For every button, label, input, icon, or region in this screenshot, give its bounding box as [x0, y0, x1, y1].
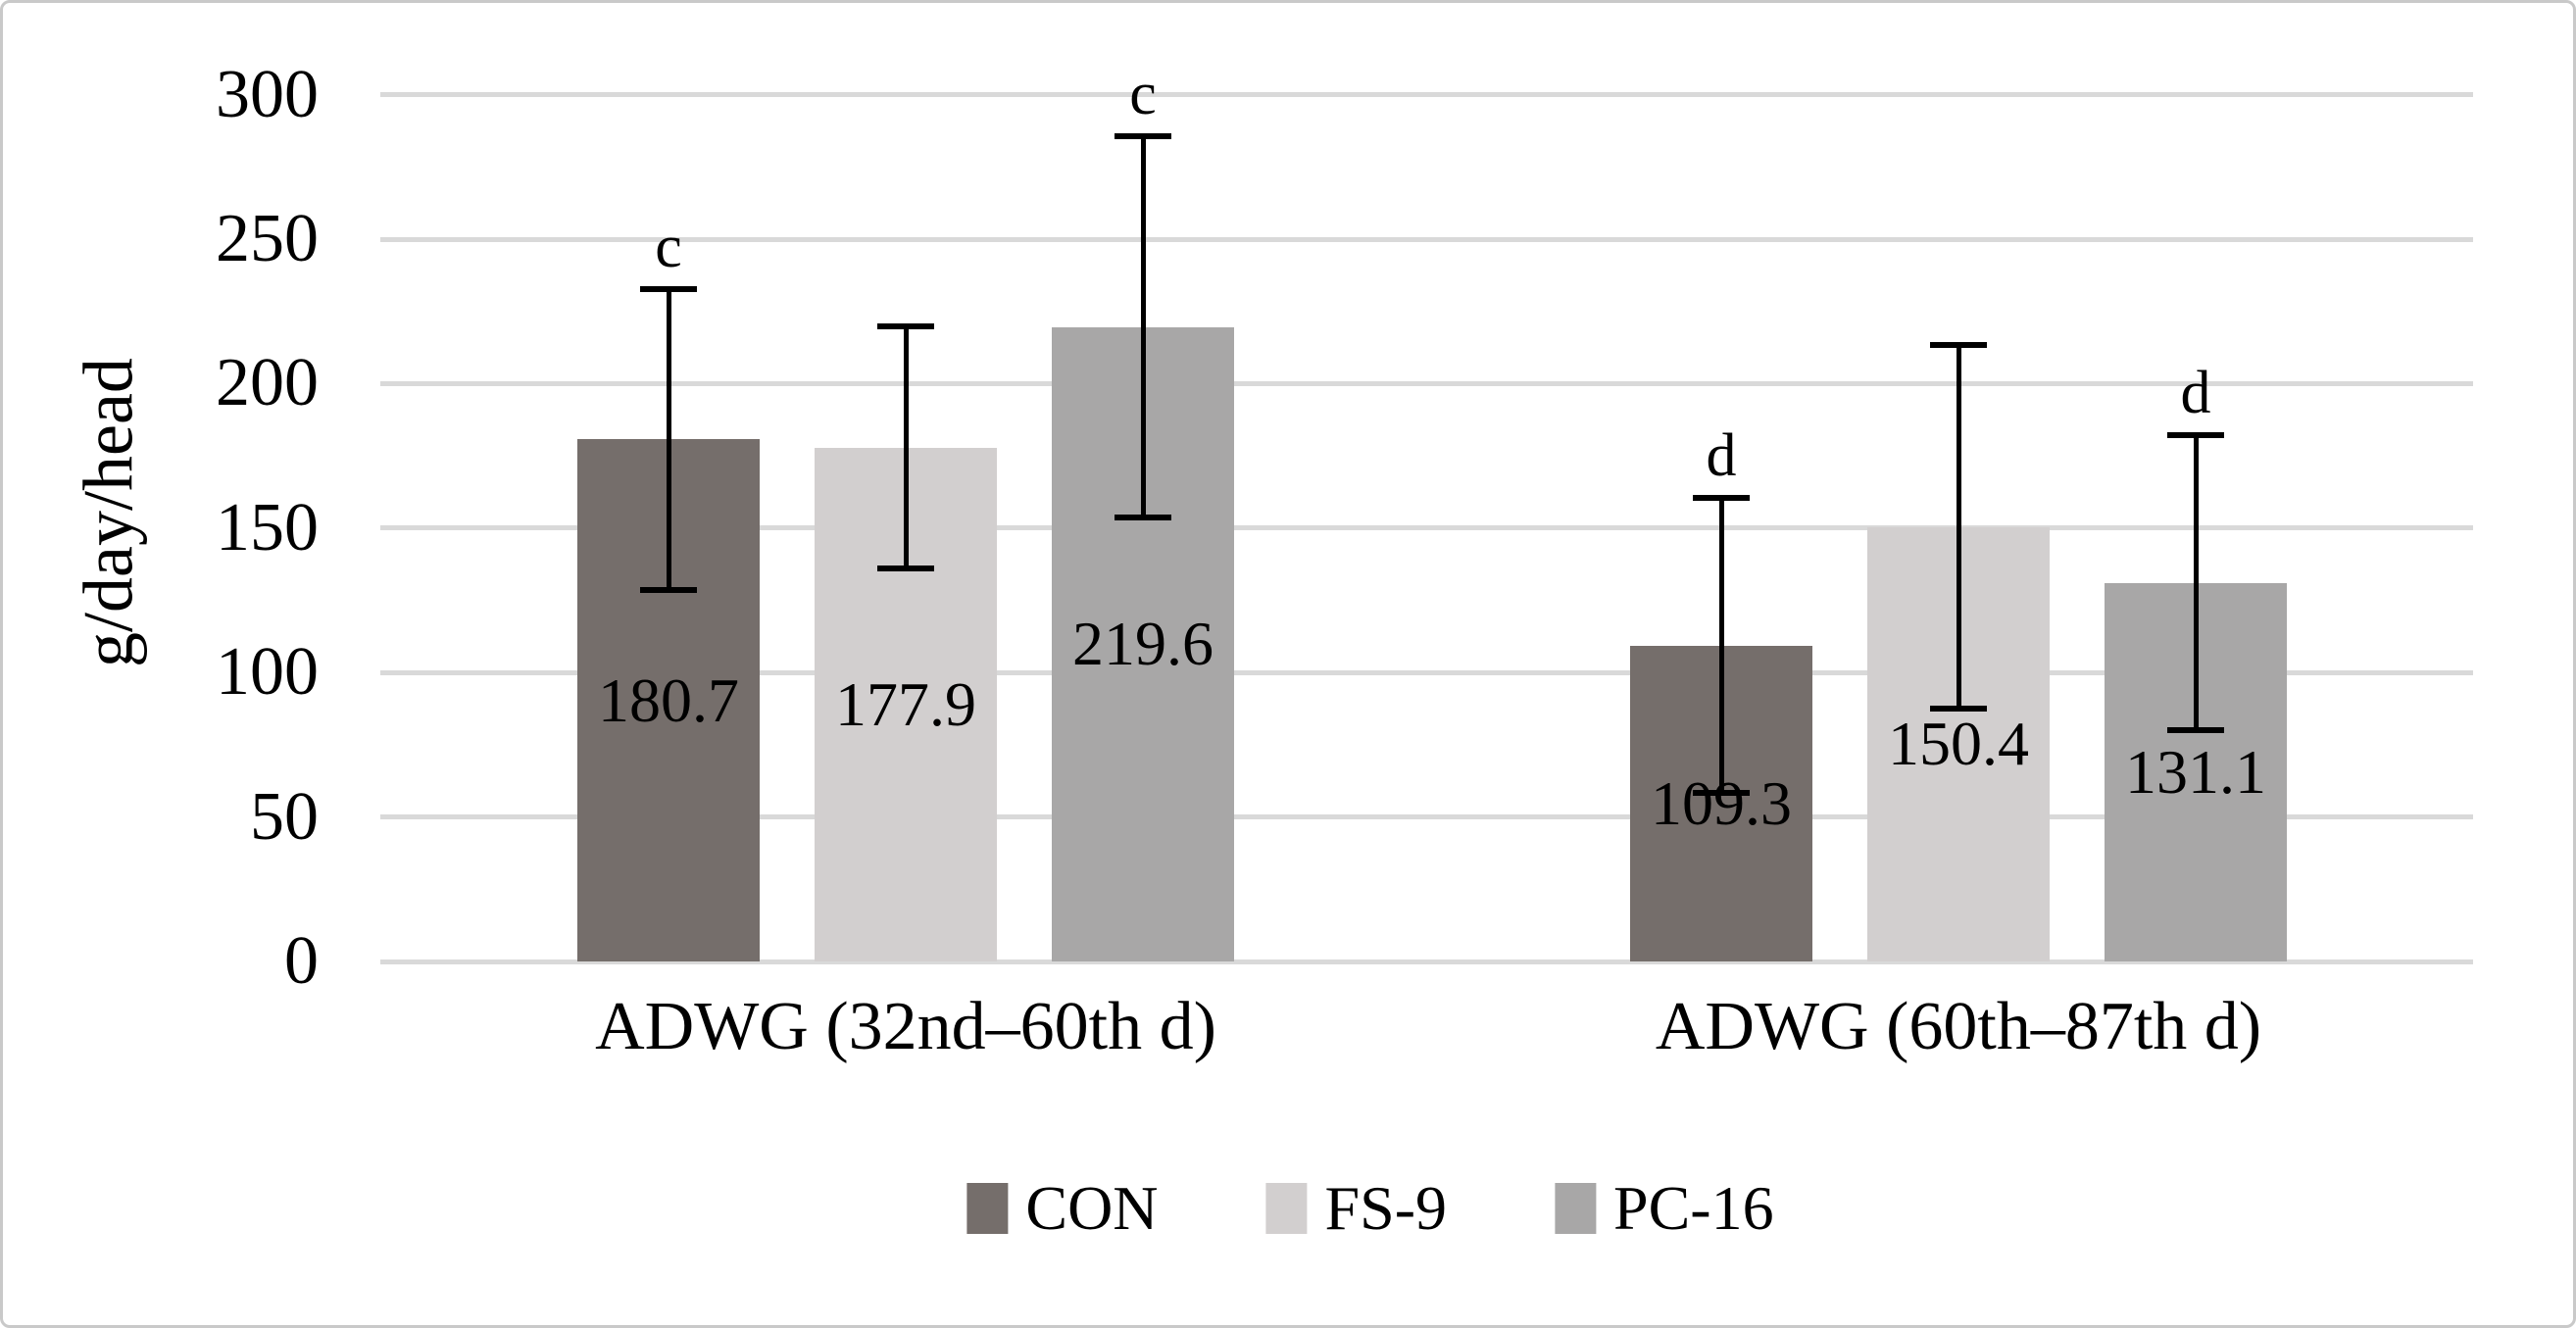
- value-label-PC-16-2: 131.1: [2125, 736, 2266, 807]
- error-cap-bottom-CON-1: [640, 586, 697, 593]
- x-category-label-1: ADWG (32nd–60th d): [595, 989, 1216, 1064]
- error-cap-top-FS-9-2: [1930, 341, 1987, 348]
- legend-item-FS-9: FS-9: [1265, 1173, 1448, 1243]
- x-category-label-2: ADWG (60th–87th d): [1655, 989, 2262, 1064]
- legend-swatch-PC-16: [1555, 1183, 1597, 1234]
- legend-item-PC-16: PC-16: [1555, 1175, 1774, 1242]
- error-cap-bottom-PC-16-2: [2167, 726, 2224, 733]
- gridline-0: [380, 959, 2473, 964]
- gridline-100: [380, 669, 2473, 675]
- value-label-CON-2: 109.3: [1651, 767, 1792, 838]
- significance-letter-CON-1: c: [655, 214, 682, 280]
- error-bar-FS-9-1: [903, 325, 909, 569]
- y-tick-label-0: 0: [284, 923, 319, 999]
- error-cap-bottom-FS-9-2: [1930, 706, 1987, 713]
- legend-label-PC-16: PC-16: [1613, 1173, 1774, 1243]
- gridline-250: [380, 236, 2473, 242]
- y-tick-label-200: 200: [216, 345, 319, 421]
- error-bar-CON-2: [1718, 498, 1724, 794]
- y-tick-label-150: 150: [216, 489, 319, 566]
- y-tick-label-50: 50: [250, 778, 319, 855]
- legend-item-CON: CON: [966, 1173, 1159, 1243]
- significance-letter-PC-16-1: c: [1129, 61, 1157, 128]
- error-cap-top-PC-16-2: [2167, 432, 2224, 439]
- y-tick-label-100: 100: [216, 634, 319, 711]
- value-label-FS-9-2: 150.4: [1888, 709, 2029, 779]
- error-cap-top-CON-1: [640, 286, 697, 292]
- significance-letter-PC-16-2: d: [2180, 360, 2211, 427]
- error-cap-bottom-PC-16-1: [1115, 515, 1171, 521]
- legend-label-FS-9: FS-9: [1324, 1173, 1448, 1243]
- error-cap-top-FS-9-1: [877, 322, 934, 329]
- y-tick-label-300: 300: [216, 56, 319, 132]
- gridline-200: [380, 380, 2473, 386]
- error-cap-bottom-FS-9-1: [877, 566, 934, 572]
- gridline-300: [380, 92, 2473, 98]
- y-tick-label-250: 250: [216, 201, 319, 276]
- gridline-50: [380, 814, 2473, 820]
- error-cap-bottom-CON-2: [1693, 790, 1750, 797]
- legend-swatch-FS-9: [1265, 1183, 1308, 1234]
- significance-letter-CON-2: d: [1706, 422, 1737, 490]
- value-label-CON-1: 180.7: [598, 664, 739, 735]
- error-bar-PC-16-1: [1140, 136, 1146, 518]
- legend-label-CON: CON: [1025, 1173, 1159, 1243]
- gridline-150: [380, 525, 2473, 531]
- error-cap-top-CON-2: [1693, 495, 1750, 502]
- legend-swatch-CON: [966, 1183, 1009, 1234]
- value-label-FS-9-1: 177.9: [835, 668, 976, 739]
- value-label-PC-16-1: 219.6: [1072, 609, 1214, 679]
- legend: CON FS-9 PC-16: [966, 1173, 1774, 1243]
- error-bar-FS-9-2: [1956, 344, 1961, 710]
- error-bar-PC-16-2: [2193, 435, 2199, 730]
- error-bar-CON-1: [666, 289, 671, 590]
- error-cap-top-PC-16-1: [1115, 133, 1171, 140]
